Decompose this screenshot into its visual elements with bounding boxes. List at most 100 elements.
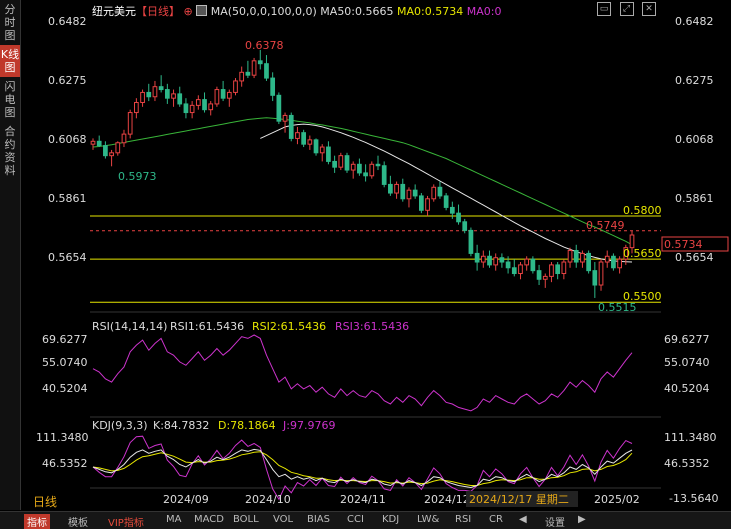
annotation-high: 0.6378: [245, 39, 284, 52]
x-tick-0: 2024/09: [163, 493, 209, 506]
rsi1-value: RSI1:61.5436: [170, 320, 244, 333]
tab-kdj[interactable]: KDJ: [382, 514, 400, 525]
restore-icon[interactable]: ▭: [597, 2, 611, 16]
rsi-line: [92, 334, 633, 412]
candle-body-64: [487, 255, 492, 266]
candle-body-82: [598, 261, 604, 286]
x-tick-4: 2025/02: [594, 493, 640, 506]
x-tick-3: 2024/12: [424, 493, 470, 506]
ma50-value: MA50:0.5665: [320, 5, 394, 18]
candle-body-33: [295, 132, 300, 139]
kdj-d-value: D:78.1864: [218, 419, 276, 432]
candle-body-1: [96, 140, 102, 147]
candle-body-13: [171, 93, 176, 99]
kdj-j-value: J:97.9769: [282, 419, 335, 432]
candle-body-85: [617, 258, 622, 269]
annotation-level-5749: 0.5749: [586, 219, 625, 232]
tab-indicators[interactable]: 指标: [24, 514, 50, 529]
annotation-low-start: 0.5973: [118, 170, 157, 183]
candle-body-30: [276, 94, 282, 122]
sidebar: 分时图 K线图 闪电图 合约资料: [0, 0, 21, 510]
candle-body-77: [567, 250, 573, 263]
tab-boll[interactable]: BOLL: [233, 514, 259, 525]
candle-body-44: [363, 172, 368, 177]
tab-templates[interactable]: 模板: [68, 518, 88, 529]
kdj-d-line: [92, 451, 633, 486]
tab-flash-chart[interactable]: 闪电图: [4, 80, 16, 119]
x-tick-2: 2024/11: [340, 493, 386, 506]
tab-bias[interactable]: BIAS: [307, 514, 330, 525]
price-tick-left-2: 0.6068: [48, 133, 87, 146]
candle-body-67: [505, 261, 511, 269]
scroll-right-icon[interactable]: ▶: [578, 514, 586, 525]
candle-body-73: [542, 275, 548, 280]
symbol-name[interactable]: 纽元美元: [92, 5, 136, 18]
candle-body-2: [103, 145, 108, 157]
tab-timeshare[interactable]: 分时图: [4, 3, 16, 42]
candle-body-84: [611, 255, 616, 269]
close-icon[interactable]: ✕: [642, 2, 656, 16]
candle-body-15: [183, 103, 189, 114]
price-tick-right-2: 0.6068: [675, 133, 714, 146]
candle-body-74: [549, 264, 554, 277]
tab-rsi[interactable]: RSI: [455, 514, 472, 525]
candle-body-49: [394, 183, 399, 194]
candle-body-57: [443, 195, 449, 208]
price-tick-left-4: 0.5654: [48, 251, 87, 264]
tab-kline[interactable]: K线图: [0, 45, 20, 77]
candle-body-20: [214, 89, 220, 105]
period-label[interactable]: 日线: [33, 495, 57, 509]
candle-body-32: [288, 114, 294, 139]
kdj-tick-left-0: 111.3480: [36, 431, 89, 444]
candle-body-53: [418, 195, 424, 211]
tab-ma[interactable]: MA: [166, 514, 182, 525]
price-tick-left-0: 0.6482: [48, 15, 87, 28]
tab-vip-indicators[interactable]: VIP指标: [108, 518, 144, 529]
candle-body-76: [561, 261, 567, 275]
candle-body-25: [245, 71, 251, 76]
ma0-value-b: MA0:0: [466, 5, 502, 18]
tab-lw[interactable]: LW&: [417, 514, 440, 525]
candle-body-66: [499, 257, 505, 263]
candle-body-16: [189, 104, 195, 114]
candle-body-6: [127, 112, 133, 135]
tab-cr[interactable]: CR: [489, 514, 503, 525]
candle-body-4: [115, 142, 121, 154]
current-price-value: 0.5734: [664, 238, 703, 251]
kdj-tick-right-2: -13.5640: [669, 492, 718, 505]
fullscreen-icon[interactable]: ⤢: [619, 2, 634, 16]
candle-body-10: [152, 86, 158, 98]
candle-body-68: [511, 267, 517, 275]
candle-body-80: [586, 252, 591, 272]
candle-body-87: [629, 234, 635, 249]
candle-body-86: [623, 247, 629, 260]
candle-body-17: [195, 99, 201, 106]
candle-body-12: [164, 89, 170, 99]
candle-body-56: [437, 186, 443, 197]
candle-body-3: [109, 152, 114, 157]
cursor-date-box: [466, 491, 578, 507]
candle-body-18: [202, 99, 207, 111]
rsi2-value: RSI2:61.5436: [252, 320, 326, 333]
period-tag[interactable]: 【日线】: [136, 5, 180, 18]
tab-settings[interactable]: 设置: [545, 518, 565, 529]
candle-body-63: [480, 255, 486, 263]
candle-body-21: [220, 89, 226, 99]
candle-body-19: [208, 103, 214, 111]
tab-contract-info[interactable]: 合约资料: [4, 125, 16, 177]
candle-body-23: [233, 80, 238, 93]
tab-cci[interactable]: CCI: [347, 514, 364, 525]
candle-body-29: [270, 77, 276, 96]
candle-body-14: [177, 93, 183, 105]
tab-vol[interactable]: VOL: [273, 514, 294, 525]
annotation-level-5800: 0.5800: [623, 204, 662, 217]
price-tick-left-3: 0.5861: [48, 192, 87, 205]
candle-body-65: [493, 257, 499, 266]
scroll-left-icon[interactable]: ◀: [519, 514, 527, 525]
ma-settings-icon[interactable]: [196, 5, 208, 16]
candle-body-38: [326, 146, 331, 162]
crosshair-icon[interactable]: ⊕: [183, 5, 193, 18]
tab-macd[interactable]: MACD: [194, 514, 224, 525]
candle-body-46: [375, 163, 381, 167]
